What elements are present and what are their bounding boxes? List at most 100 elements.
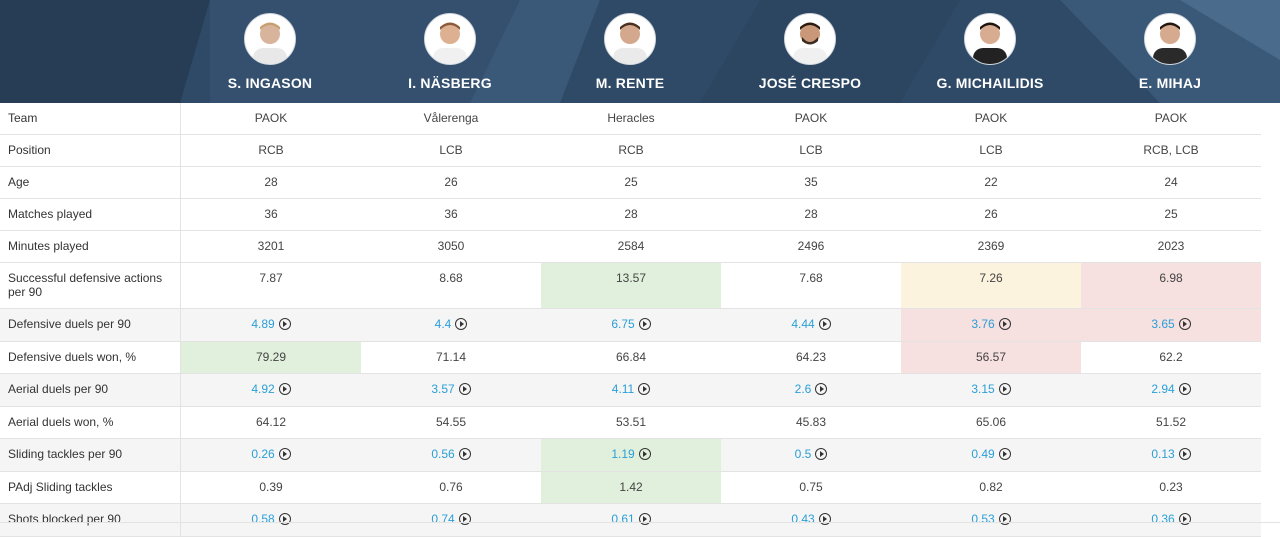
player-name: JOSÉ CRESPO — [758, 75, 862, 91]
table-cell: 3.65 — [1081, 308, 1261, 342]
stat-link[interactable]: 0.56 — [431, 447, 455, 461]
table-row: Team PAOK Vålerenga Heracles PAOK PAOK P… — [0, 103, 1261, 135]
play-video-icon[interactable] — [455, 318, 468, 330]
table-cell: 53.51 — [541, 406, 721, 439]
table-cell: 2.94 — [1081, 373, 1261, 407]
player-header[interactable]: E. MIHAJ — [1080, 0, 1260, 103]
table-cell: 2369 — [901, 230, 1081, 263]
stat-link[interactable]: 3.76 — [971, 317, 995, 331]
play-video-icon[interactable] — [458, 383, 471, 395]
table-cell: 25 — [1081, 198, 1261, 231]
table-row: Successful defensive actions per 90 7.87… — [0, 262, 1261, 309]
table-cell: 28 — [180, 166, 361, 199]
table-cell: 3050 — [361, 230, 541, 263]
player-header[interactable]: G. MICHAILIDIS — [900, 0, 1080, 103]
player-header[interactable]: JOSÉ CRESPO — [720, 0, 900, 103]
play-video-icon[interactable] — [278, 318, 291, 330]
table-row: Aerial duels won, % 64.12 54.55 53.51 45… — [0, 406, 1261, 439]
table-cell: RCB, LCB — [1081, 134, 1261, 167]
table-cell: 7.87 — [180, 262, 361, 309]
play-video-icon[interactable] — [278, 448, 291, 460]
play-video-icon[interactable] — [638, 318, 651, 330]
player-header[interactable]: M. RENTE — [540, 0, 720, 103]
stat-link[interactable]: 4.44 — [791, 317, 815, 331]
stat-link[interactable]: 1.19 — [611, 447, 635, 461]
stat-link[interactable]: 0.74 — [431, 512, 455, 526]
play-video-icon[interactable] — [638, 513, 651, 525]
play-video-icon[interactable] — [818, 318, 831, 330]
play-video-icon[interactable] — [998, 448, 1011, 460]
table-cell: 25 — [541, 166, 721, 199]
table-cell: PAOK — [180, 103, 361, 135]
player-header[interactable]: I. NÄSBERG — [360, 0, 540, 103]
play-video-icon[interactable] — [815, 448, 828, 460]
play-video-icon[interactable] — [278, 513, 291, 525]
stat-link[interactable]: 0.49 — [971, 447, 995, 461]
player-name: E. MIHAJ — [1138, 75, 1202, 91]
stat-link[interactable]: 3.15 — [971, 382, 995, 396]
play-video-icon[interactable] — [998, 318, 1011, 330]
table-cell: 0.61 — [541, 503, 721, 537]
table-row: Position RCB LCB RCB LCB LCB RCB, LCB — [0, 134, 1261, 167]
stat-link[interactable]: 6.75 — [611, 317, 635, 331]
stat-link[interactable]: 0.53 — [971, 512, 995, 526]
stat-link[interactable]: 4.4 — [434, 317, 452, 331]
player-name: M. RENTE — [595, 75, 665, 91]
play-video-icon[interactable] — [818, 513, 831, 525]
stat-link[interactable]: 4.92 — [251, 382, 275, 396]
play-video-icon[interactable] — [638, 383, 651, 395]
row-label: Minutes played — [0, 230, 181, 263]
play-video-icon[interactable] — [1178, 383, 1191, 395]
stat-link[interactable]: 4.89 — [251, 317, 275, 331]
play-video-icon[interactable] — [815, 383, 828, 395]
table-cell: 0.53 — [901, 503, 1081, 537]
table-cell: LCB — [721, 134, 901, 167]
table-row: Aerial duels per 90 4.92 3.57 4.11 2.6 3… — [0, 373, 1261, 407]
table-cell: LCB — [901, 134, 1081, 167]
table-cell: 0.56 — [361, 438, 541, 472]
stat-link[interactable]: 0.13 — [1151, 447, 1175, 461]
stat-link[interactable]: 2.6 — [794, 382, 812, 396]
stat-link[interactable]: 0.43 — [791, 512, 815, 526]
play-video-icon[interactable] — [638, 448, 651, 460]
stat-link[interactable]: 0.58 — [251, 512, 275, 526]
table-cell: 13.57 — [541, 262, 721, 309]
play-video-icon[interactable] — [458, 513, 471, 525]
stat-link[interactable]: 3.65 — [1151, 317, 1175, 331]
table-cell: 3201 — [180, 230, 361, 263]
play-video-icon[interactable] — [458, 448, 471, 460]
table-cell: 6.98 — [1081, 262, 1261, 309]
player-columns: S. INGASON I. NÄSBERG M. RENTE JOSÉ CRES… — [180, 0, 1260, 103]
row-label: Successful defensive actions per 90 — [0, 262, 181, 309]
table-cell: 0.75 — [721, 471, 901, 504]
table-cell: 4.89 — [180, 308, 361, 342]
table-cell: 64.12 — [180, 406, 361, 439]
stat-link[interactable]: 0.36 — [1151, 512, 1175, 526]
table-cell: 26 — [361, 166, 541, 199]
table-cell: 4.44 — [721, 308, 901, 342]
play-video-icon[interactable] — [1178, 448, 1191, 460]
play-video-icon[interactable] — [1178, 318, 1191, 330]
table-cell: 6.75 — [541, 308, 721, 342]
player-avatar — [784, 13, 836, 65]
stat-link[interactable]: 2.94 — [1151, 382, 1175, 396]
stat-link[interactable]: 0.5 — [794, 447, 812, 461]
play-video-icon[interactable] — [278, 383, 291, 395]
row-label: PAdj Sliding tackles — [0, 471, 181, 504]
play-video-icon[interactable] — [1178, 513, 1191, 525]
table-cell: 0.58 — [180, 503, 361, 537]
stat-link[interactable]: 0.61 — [611, 512, 635, 526]
stat-link[interactable]: 4.11 — [611, 382, 635, 396]
table-cell: PAOK — [1081, 103, 1261, 135]
stat-link[interactable]: 0.26 — [251, 447, 275, 461]
table-cell: RCB — [180, 134, 361, 167]
stat-link[interactable]: 3.57 — [431, 382, 455, 396]
table-cell: 64.23 — [721, 341, 901, 374]
row-label: Defensive duels won, % — [0, 341, 181, 374]
player-header[interactable]: S. INGASON — [180, 0, 360, 103]
play-video-icon[interactable] — [998, 513, 1011, 525]
table-cell: 3.76 — [901, 308, 1081, 342]
table-cell: 0.13 — [1081, 438, 1261, 472]
play-video-icon[interactable] — [998, 383, 1011, 395]
table-cell: 7.26 — [901, 262, 1081, 309]
